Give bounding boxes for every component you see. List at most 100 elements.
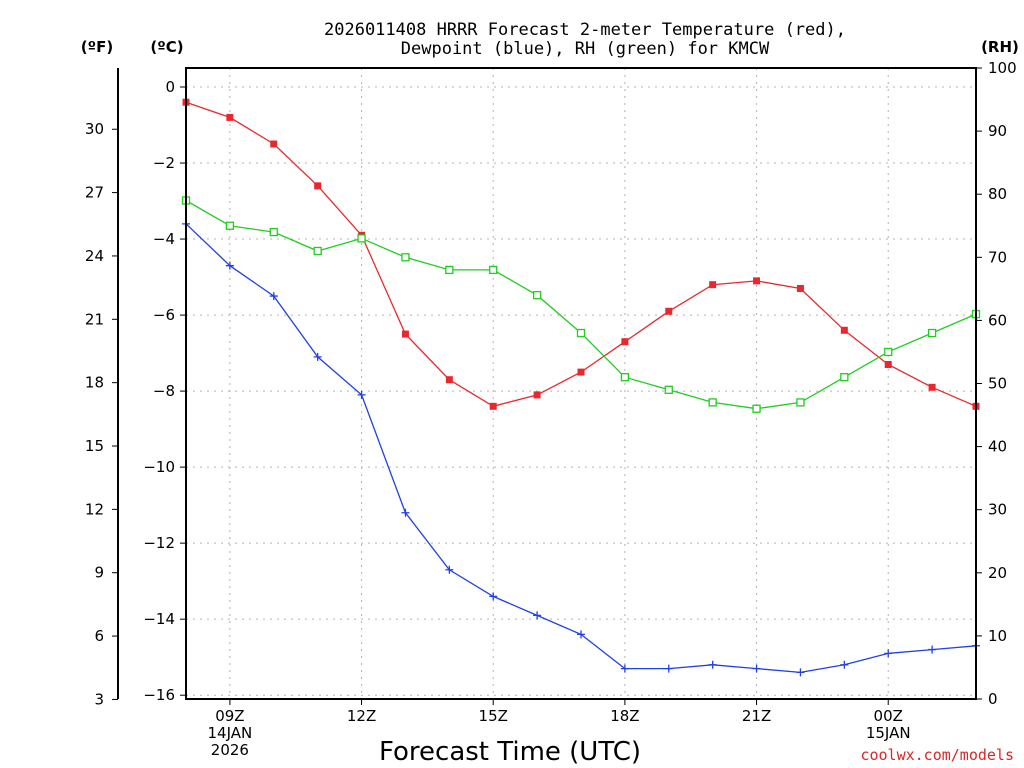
x-tick-label: 15JAN <box>866 724 911 742</box>
fahrenheit-tick-label: 27 <box>85 184 104 202</box>
chart-subtitle: Dewpoint (blue), RH (green) for KMCW <box>401 39 770 59</box>
rh-point <box>664 385 673 394</box>
fahrenheit-tick-label: 6 <box>94 627 104 645</box>
rh-tick-label: 80 <box>988 185 1007 203</box>
celsius-tick-label: −16 <box>143 686 175 704</box>
temperature-point <box>709 281 717 289</box>
fahrenheit-tick-label: 18 <box>85 374 104 392</box>
dewpoint-point <box>664 664 673 673</box>
dewpoint-point <box>225 261 234 270</box>
x-tick-label: 18Z <box>610 707 639 725</box>
credit-text: coolwx.com/models <box>860 746 1014 764</box>
x-tick-label: 15Z <box>479 707 508 725</box>
fahrenheit-tick-label: 12 <box>85 500 104 518</box>
rh-point <box>489 265 498 275</box>
dewpoint-point <box>796 668 805 677</box>
dewpoint-point <box>840 660 849 669</box>
fahrenheit-tick-label: 9 <box>94 564 104 582</box>
celsius-tick-label: −6 <box>153 306 175 324</box>
temperature-point <box>401 330 409 338</box>
x-tick-label: 2026 <box>211 741 249 759</box>
fahrenheit-tick-label: 15 <box>85 437 104 455</box>
rh-point <box>752 404 761 413</box>
grid <box>186 68 976 699</box>
temperature-point <box>840 326 848 334</box>
celsius-tick-label: −8 <box>153 382 175 400</box>
dewpoint-point <box>577 630 585 639</box>
chart-title: 2026011408 HRRR Forecast 2-meter Tempera… <box>324 20 846 40</box>
dewpoint-point <box>357 390 366 399</box>
rh-axis-unit: (RH) <box>981 38 1019 56</box>
rh-point <box>401 253 410 262</box>
rh-point <box>269 227 278 237</box>
dewpoint-point <box>269 292 278 301</box>
rh-point <box>576 328 586 338</box>
rh-point <box>532 291 542 300</box>
fahrenheit-tick-label: 24 <box>85 247 104 265</box>
dewpoint-point <box>620 664 629 673</box>
rh-point <box>884 347 893 357</box>
dewpoint-point <box>401 508 410 517</box>
rh-tick-label: 30 <box>988 501 1007 519</box>
series-line-rh <box>185 199 977 410</box>
dewpoint-point <box>884 649 893 658</box>
x-tick-label: 14JAN <box>208 724 253 742</box>
rh-tick-label: 10 <box>988 627 1007 645</box>
rh-point <box>357 234 366 243</box>
fahrenheit-tick-label: 21 <box>85 310 104 328</box>
dewpoint-point <box>445 565 454 574</box>
rh-point <box>620 373 630 382</box>
temperature-point <box>665 307 673 315</box>
x-tick-label: 00Z <box>874 707 903 725</box>
temperature-point <box>796 284 804 292</box>
rh-point <box>313 246 322 256</box>
x-tick-label: 09Z <box>215 707 244 725</box>
dewpoint-point <box>708 660 717 669</box>
dewpoint-point <box>752 664 761 673</box>
temperature-point <box>314 182 322 190</box>
rh-tick-label: 50 <box>988 375 1007 393</box>
x-axis-label: Forecast Time (UTC) <box>379 737 641 767</box>
rh-tick-label: 70 <box>988 248 1007 266</box>
celsius-axis-unit: (ºC) <box>150 38 183 56</box>
celsius-tick-label: 0 <box>165 78 175 96</box>
fahrenheit-tick-label: 3 <box>94 690 104 708</box>
temperature-point <box>533 391 541 399</box>
celsius-tick-label: −4 <box>153 230 175 248</box>
celsius-tick-label: −12 <box>143 534 175 552</box>
series-dewpoint <box>182 219 980 677</box>
rh-tick-label: 60 <box>988 311 1007 329</box>
x-tick-label: 21Z <box>742 707 771 725</box>
celsius-tick-label: −10 <box>143 458 175 476</box>
rh-point <box>927 328 937 338</box>
dewpoint-point <box>313 352 322 361</box>
series-line-dewpoint <box>185 223 977 674</box>
series-layer <box>181 98 981 677</box>
rh-tick-label: 90 <box>988 122 1007 140</box>
rh-point <box>796 398 805 407</box>
series-line-temperature <box>185 101 977 407</box>
temperature-point <box>577 368 585 376</box>
series-rh <box>181 196 981 413</box>
celsius-tick-label: −14 <box>143 610 175 628</box>
temperature-point <box>270 140 278 148</box>
celsius-tick-label: −2 <box>153 154 175 172</box>
rh-point <box>840 373 849 382</box>
rh-point <box>225 221 235 230</box>
plot-frame <box>185 67 977 700</box>
temperature-point <box>928 383 936 391</box>
fahrenheit-axis-unit: (ºF) <box>81 38 113 56</box>
rh-tick-label: 100 <box>988 59 1017 77</box>
fahrenheit-tick-label: 30 <box>85 120 104 138</box>
rh-tick-label: 40 <box>988 438 1007 456</box>
dewpoint-point <box>489 592 498 601</box>
series-temperature <box>182 98 980 410</box>
dewpoint-point <box>533 611 542 620</box>
temperature-point <box>226 113 234 121</box>
rh-point <box>708 398 717 407</box>
temperature-point <box>753 277 761 285</box>
rh-point <box>445 265 454 275</box>
rh-tick-label: 20 <box>988 564 1007 582</box>
